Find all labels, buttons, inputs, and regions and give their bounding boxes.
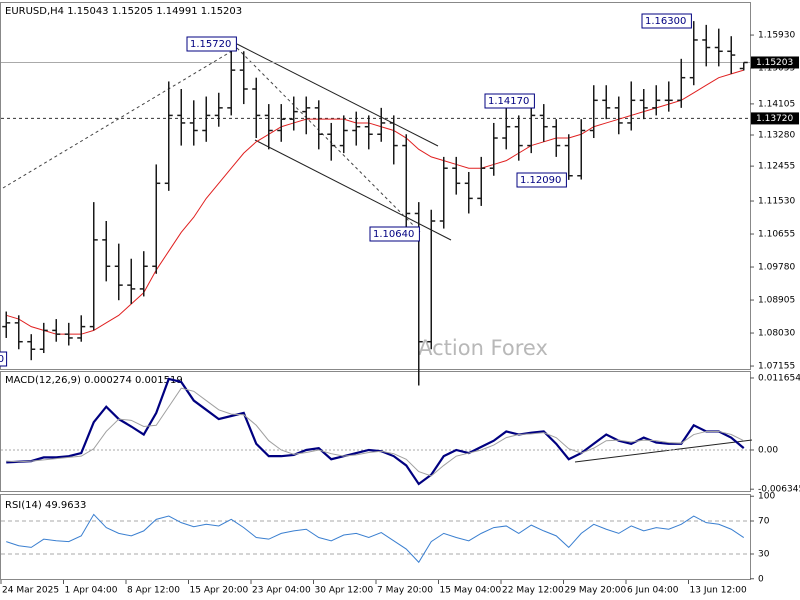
y-tick-label: 1.11530 bbox=[758, 197, 795, 207]
annotation: 1.12090 bbox=[520, 175, 561, 186]
x-tick-label: 8 Apr 12:00 bbox=[127, 586, 180, 596]
price-tag-label: 1.13720 bbox=[756, 114, 793, 124]
indicator-line bbox=[6, 513, 745, 564]
y-tick-label: -0.006345 bbox=[758, 485, 800, 495]
y-tick-label: 1.13280 bbox=[758, 131, 795, 141]
y-tick-label: 70 bbox=[758, 516, 770, 526]
y-tick-label: 1.08030 bbox=[758, 329, 795, 339]
annotation-box bbox=[641, 13, 692, 29]
indicator-line bbox=[6, 387, 744, 477]
y-tick-label: 1.14105 bbox=[758, 99, 795, 109]
x-tick-label: 6 Jun 04:00 bbox=[627, 586, 679, 596]
trend-line bbox=[236, 47, 421, 233]
x-tick-label: 30 Apr 12:00 bbox=[315, 586, 374, 596]
price-tag bbox=[751, 112, 799, 125]
y-tick-label: 1.08905 bbox=[758, 296, 795, 306]
indicator-line bbox=[6, 377, 745, 486]
annotation: 1.14170 bbox=[488, 96, 529, 107]
y-tick-label: 1.15055 bbox=[758, 64, 795, 74]
y-tick-label: 100 bbox=[758, 492, 775, 502]
y-tick-label: 1.10655 bbox=[758, 230, 795, 240]
x-tick-label: 13 Jun 12:00 bbox=[690, 586, 747, 596]
price-panel bbox=[0, 2, 751, 370]
macd-panel bbox=[0, 371, 751, 492]
rsi-title: RSI(14) 49.9633 bbox=[5, 500, 86, 511]
annotation-box bbox=[484, 93, 535, 109]
y-tick-label: 30 bbox=[758, 550, 770, 560]
moving-average bbox=[6, 69, 744, 335]
annotation-box bbox=[186, 36, 237, 52]
annotation-box bbox=[369, 226, 420, 242]
x-tick-label: 23 Apr 04:00 bbox=[252, 586, 311, 596]
y-tick-label: 0 bbox=[758, 574, 764, 584]
header: EURUSD,H4 1.15043 1.15205 1.14991 1.1520… bbox=[5, 6, 242, 17]
y-tick-label: 0.011654 bbox=[758, 373, 800, 383]
y-tick-label: 1.09780 bbox=[758, 263, 795, 273]
macd-trend-line bbox=[574, 439, 753, 463]
x-tick-label: 7 May 20:00 bbox=[377, 586, 433, 596]
annotation-box bbox=[0, 351, 8, 367]
annotation: 1.15720 bbox=[190, 39, 231, 50]
x-tick-label: 24 Mar 2025 bbox=[2, 586, 59, 596]
y-tick-label: 1.15930 bbox=[758, 31, 795, 41]
macd-title: MACD(12,26,9) 0.000274 0.001519 bbox=[5, 375, 183, 386]
channel-line bbox=[236, 43, 439, 147]
x-tick-label: 29 May 20:00 bbox=[565, 586, 627, 596]
annotation-box bbox=[516, 172, 567, 188]
annotation: 1.16300 bbox=[645, 16, 686, 27]
price-tag bbox=[751, 56, 799, 69]
annotation: 310 bbox=[0, 354, 4, 365]
annotation: 1.10640 bbox=[373, 229, 414, 240]
x-tick-label: 15 Apr 20:00 bbox=[190, 586, 249, 596]
price-tag-label: 1.15203 bbox=[756, 58, 793, 68]
y-tick-label: 1.07155 bbox=[758, 362, 795, 372]
x-tick-label: 1 Apr 04:00 bbox=[65, 586, 118, 596]
y-tick-label: 1.12455 bbox=[758, 162, 795, 172]
x-tick-label: 22 May 12:00 bbox=[502, 586, 564, 596]
watermark: Action Forex bbox=[418, 336, 548, 360]
y-tick-label: 0.00 bbox=[758, 445, 778, 455]
x-tick-label: 15 May 04:00 bbox=[440, 586, 502, 596]
rsi-panel bbox=[0, 494, 751, 580]
